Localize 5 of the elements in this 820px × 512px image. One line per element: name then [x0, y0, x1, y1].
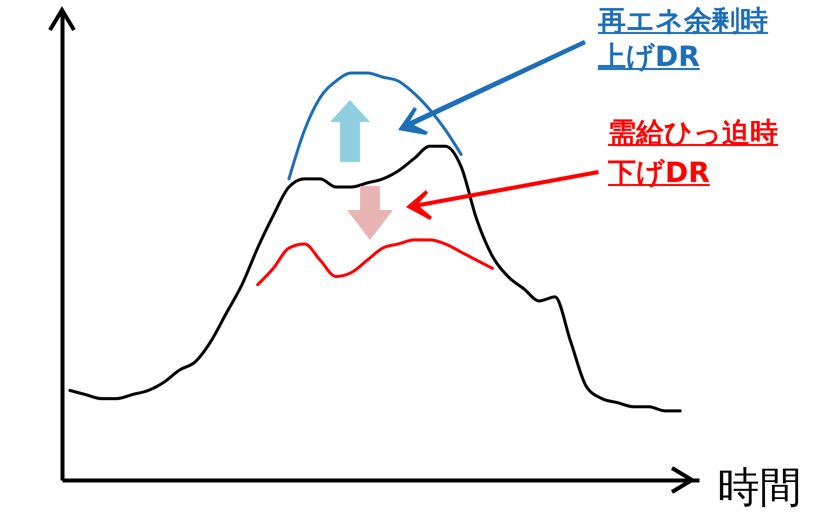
text: 上げDR — [598, 39, 700, 75]
annotation: 需給ひっ迫時 — [608, 115, 778, 151]
text: 再エネ余剰時 — [598, 3, 768, 39]
annotation: 下げDR — [608, 155, 710, 191]
x-axis-title: 時間 — [718, 462, 802, 512]
